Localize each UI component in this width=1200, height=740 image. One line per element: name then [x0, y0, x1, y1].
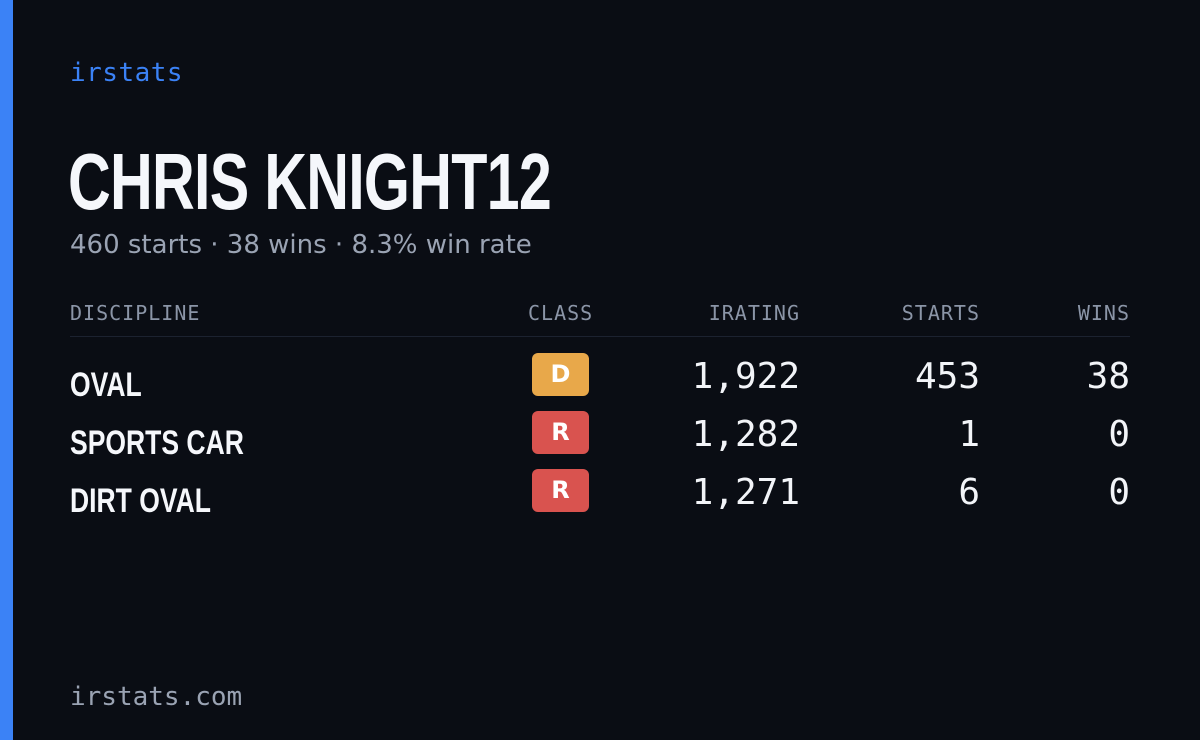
- header-discipline: DISCIPLINE: [70, 301, 201, 325]
- brand-logo: irstats: [70, 58, 184, 88]
- header-starts: STARTS: [901, 301, 980, 325]
- class-badge: R: [532, 469, 589, 512]
- starts-value: 1: [958, 414, 980, 455]
- table-body: OVAL D 1,922 453 38 SPORTS CAR R 1,282 1…: [70, 353, 1130, 527]
- irating-value: 1,282: [691, 414, 800, 455]
- table-row: OVAL D 1,922 453 38: [70, 353, 1130, 411]
- driver-summary: 460 starts · 38 wins · 8.3% win rate: [70, 230, 532, 260]
- irating-value: 1,922: [691, 356, 800, 397]
- header-irating: IRATING: [708, 301, 800, 325]
- wins-value: 38: [1086, 356, 1130, 397]
- header-class: CLASS: [528, 301, 594, 325]
- discipline-name: SPORTS CAR: [70, 424, 244, 462]
- discipline-name: DIRT OVAL: [70, 482, 211, 520]
- table-row: DIRT OVAL R 1,271 6 0: [70, 469, 1130, 527]
- table-row: SPORTS CAR R 1,282 1 0: [70, 411, 1130, 469]
- discipline-name: OVAL: [70, 366, 142, 404]
- irating-value: 1,271: [691, 472, 800, 513]
- driver-name: CHRIS KNIGHT12: [68, 137, 552, 226]
- starts-value: 453: [914, 356, 980, 397]
- accent-bar: [0, 0, 13, 740]
- starts-value: 6: [958, 472, 980, 513]
- table-header: DISCIPLINE CLASS IRATING STARTS WINS: [70, 296, 1130, 337]
- stats-table: DISCIPLINE CLASS IRATING STARTS WINS OVA…: [70, 296, 1130, 527]
- class-badge: R: [532, 411, 589, 454]
- wins-value: 0: [1108, 414, 1130, 455]
- header-wins: WINS: [1077, 301, 1130, 325]
- wins-value: 0: [1108, 472, 1130, 513]
- class-badge: D: [532, 353, 589, 396]
- footer-site-url: irstats.com: [70, 682, 243, 712]
